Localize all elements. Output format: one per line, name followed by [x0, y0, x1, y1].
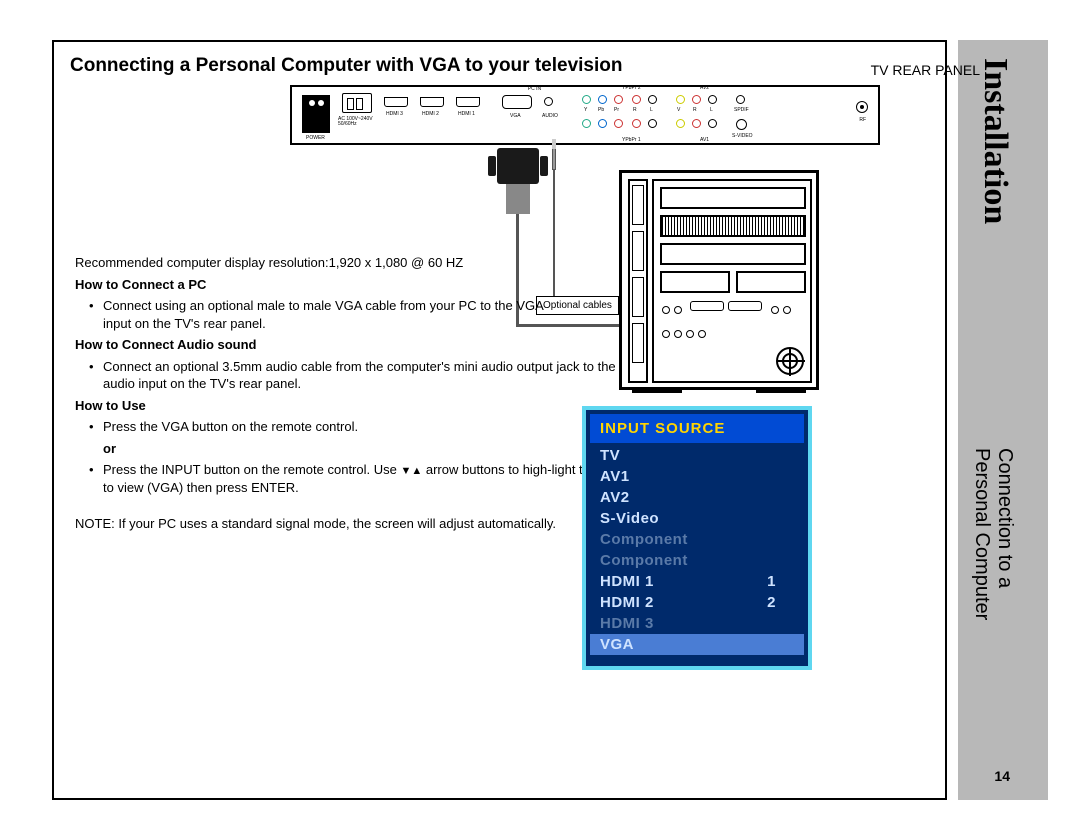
y1-icon: [582, 119, 591, 128]
side-sub2: Personal Computer: [971, 448, 993, 620]
osd-item-component[interactable]: Component: [590, 529, 804, 550]
ac-label: AC 100V~240V 50/60Hz: [338, 117, 378, 127]
osd-list: TVAV1AV2S-VideoComponentComponentHDMI 11…: [590, 443, 804, 657]
side-subtitle: Connection to a Personal Computer: [970, 448, 1016, 620]
ac-plug-icon: [342, 93, 372, 113]
power-label: POWER: [306, 135, 325, 141]
vga-plug-body: [506, 184, 530, 214]
hdmi2-port-icon: [420, 97, 444, 107]
l2-icon: [648, 95, 657, 104]
av2-lbl: AV2: [700, 85, 709, 91]
avr-lbl: R: [693, 107, 697, 113]
av1-lbl: AV1: [700, 137, 709, 143]
l1-icon: [648, 119, 657, 128]
svideo-lbl: S-VIDEO: [732, 133, 753, 139]
osd-item-hdmi-2[interactable]: HDMI 22: [590, 592, 804, 613]
av2-v: [676, 95, 685, 104]
osd-item-component[interactable]: Component: [590, 550, 804, 571]
osd-item-tv[interactable]: TV: [590, 445, 804, 466]
l-lbl: L: [650, 107, 653, 113]
note-line: NOTE: If your PC uses a standard signal …: [75, 515, 635, 533]
osd-item-s-video[interactable]: S-Video: [590, 508, 804, 529]
r2-icon: [632, 95, 641, 104]
resolution-line: Recommended computer display resolution:…: [75, 254, 635, 272]
pcin-label: PC IN: [528, 86, 541, 92]
arrow-icons: ▼▲: [400, 465, 422, 477]
side-title: Installation: [976, 58, 1014, 224]
hdmi1-label: HDMI 1: [458, 111, 475, 117]
ypbpr2-label: YPbPr 2: [622, 85, 641, 91]
hdmi3-port-icon: [384, 97, 408, 107]
rear-panel-diagram: POWER AC 100V~240V 50/60Hz HDMI 3 HDMI 2…: [290, 85, 880, 145]
p-press-vga: Press the VGA button on the remote contr…: [75, 418, 635, 436]
headline: Connecting a Personal Computer with VGA …: [70, 55, 790, 77]
av2-r: [692, 95, 701, 104]
hdmi2-label: HDMI 2: [422, 111, 439, 117]
osd-item-vga[interactable]: VGA: [590, 634, 804, 655]
pb1-icon: [598, 119, 607, 128]
pr1-icon: [614, 119, 623, 128]
or-text: or: [75, 440, 635, 458]
osd-item-hdmi-3[interactable]: HDMI 3: [590, 613, 804, 634]
v-lbl: V: [677, 107, 680, 113]
osd-item-av2[interactable]: AV2: [590, 487, 804, 508]
audio-label: AUDIO: [542, 113, 558, 119]
ypbpr1-label: YPbPr 1: [622, 137, 641, 143]
pc-tower-icon: [619, 170, 819, 390]
pcin-bracket: PC IN: [497, 85, 572, 92]
osd-item-av1[interactable]: AV1: [590, 466, 804, 487]
vga-port-icon: [502, 95, 532, 109]
hdmi1-port-icon: [456, 97, 480, 107]
avl-lbl: L: [710, 107, 713, 113]
rf-lbl: RF: [859, 117, 866, 123]
p-press-input: Press the INPUT button on the remote con…: [75, 461, 635, 496]
pb-lbl: Pb: [598, 107, 604, 113]
spdif-icon: [736, 95, 745, 104]
rf-icon: [856, 101, 868, 113]
osd-item-hdmi-1[interactable]: HDMI 11: [590, 571, 804, 592]
r1-icon: [632, 119, 641, 128]
svideo-icon: [736, 119, 747, 130]
y2-icon: [582, 95, 591, 104]
osd-item-num: 2: [767, 594, 776, 611]
av1-v: [676, 119, 685, 128]
pc-audio-jack-icon: [544, 97, 553, 106]
p-connect-pc: Connect using an optional male to male V…: [75, 297, 555, 332]
power-switch-icon: [302, 95, 330, 133]
av1-l: [708, 119, 717, 128]
hdmi3-label: HDMI 3: [386, 111, 403, 117]
audio-plug-icon: [552, 148, 556, 170]
h-connect-pc: How to Connect a PC: [75, 276, 635, 294]
h-howto-use: How to Use: [75, 397, 635, 415]
p-connect-audio: Connect an optional 3.5mm audio cable fr…: [75, 358, 635, 393]
rear-panel-label: TV REAR PANEL: [871, 62, 980, 78]
vga-plug-icon: [497, 148, 539, 184]
osd-panel: INPUT SOURCE TVAV1AV2S-VideoComponentCom…: [582, 406, 812, 670]
r-lbl: R: [633, 107, 637, 113]
pc-rear-ports: [652, 179, 812, 383]
av2-l: [708, 95, 717, 104]
p4a: Press the INPUT button on the remote con…: [103, 462, 400, 477]
spdif-lbl: SPDIF: [734, 107, 749, 113]
page-number: 14: [994, 768, 1010, 784]
av1-r: [692, 119, 701, 128]
pr2-icon: [614, 95, 623, 104]
vga-label: VGA: [510, 113, 521, 119]
pr-lbl: Pr: [614, 107, 619, 113]
osd-title: INPUT SOURCE: [590, 414, 804, 443]
side-sub1: Connection to a: [994, 448, 1016, 588]
y-lbl: Y: [584, 107, 587, 113]
body-text: Recommended computer display resolution:…: [75, 250, 635, 536]
osd-item-num: 1: [767, 573, 776, 590]
h-connect-audio: How to Connect Audio sound: [75, 336, 635, 354]
pb2-icon: [598, 95, 607, 104]
